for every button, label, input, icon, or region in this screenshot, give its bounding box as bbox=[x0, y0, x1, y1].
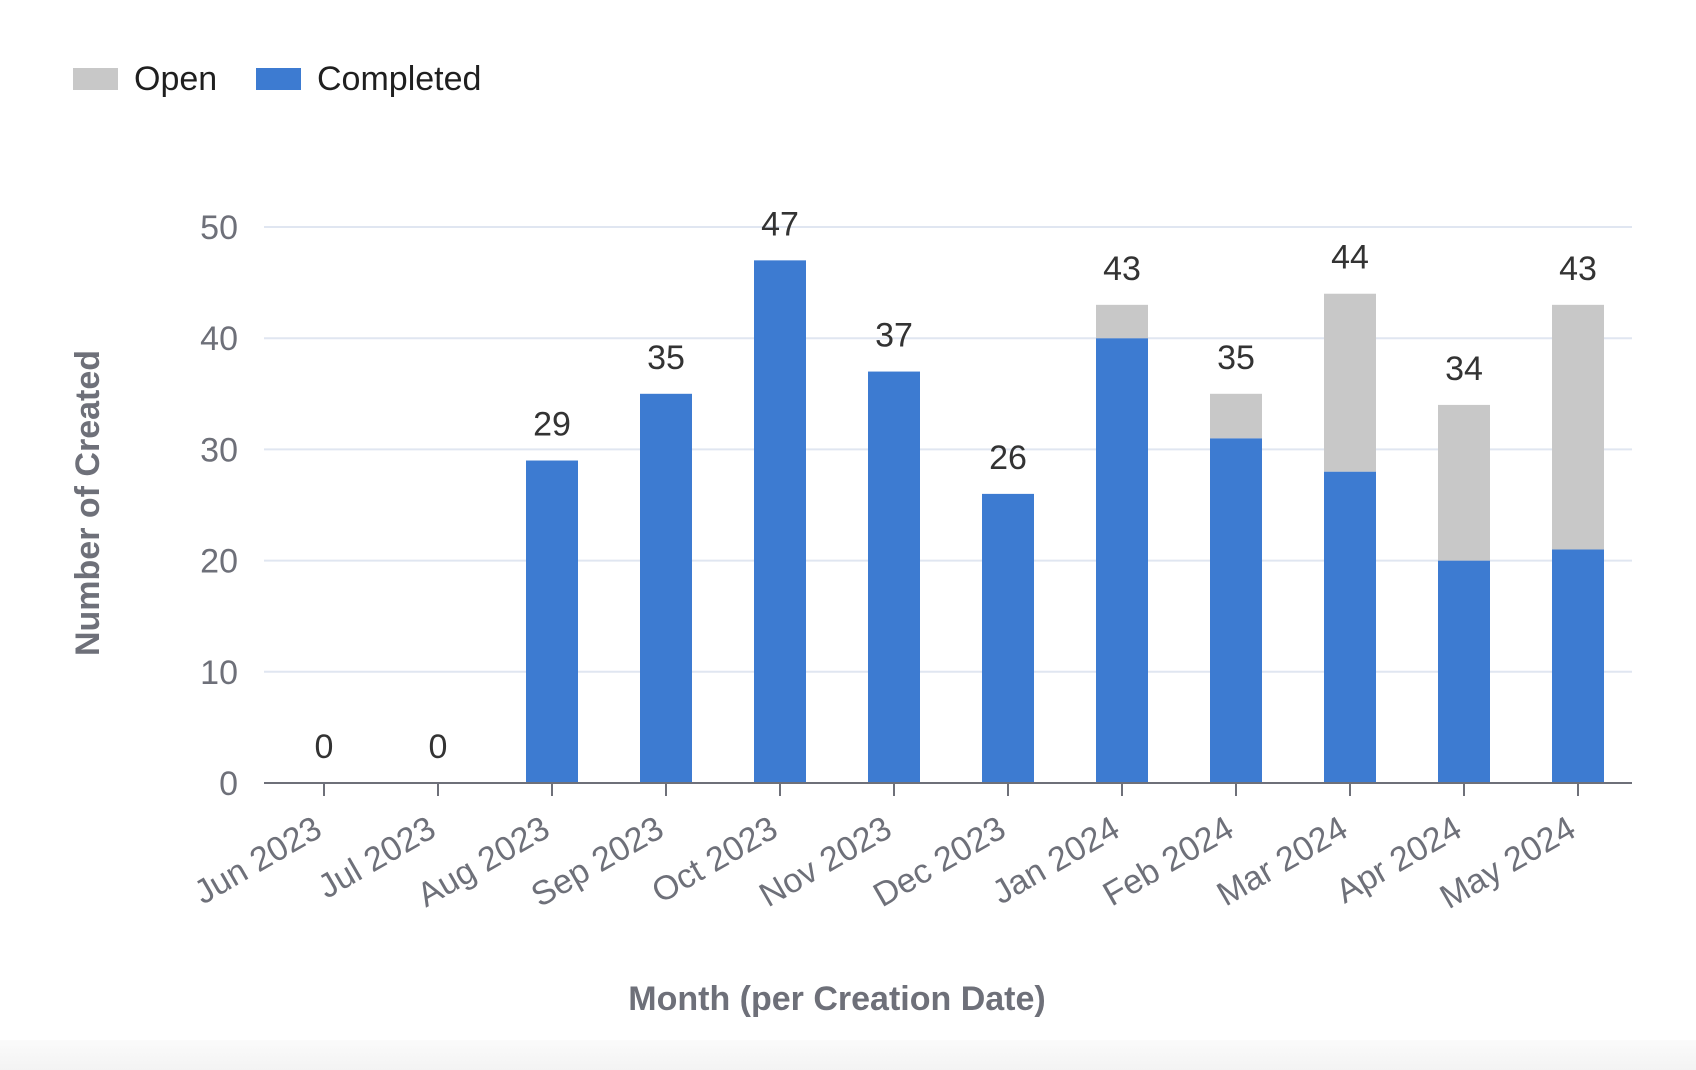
bar-open[interactable] bbox=[1324, 293, 1376, 472]
data-label: 47 bbox=[761, 205, 799, 243]
x-tick-label: Jun 2023 bbox=[188, 809, 328, 912]
y-tick-label: 0 bbox=[219, 765, 238, 803]
bar-completed[interactable] bbox=[868, 371, 920, 783]
data-label: 43 bbox=[1103, 250, 1141, 288]
bars bbox=[526, 260, 1604, 783]
legend-swatch-open bbox=[73, 68, 118, 90]
data-label: 35 bbox=[647, 339, 685, 377]
x-tick-label: Dec 2023 bbox=[867, 809, 1012, 915]
data-label: 26 bbox=[989, 439, 1027, 477]
bar-completed[interactable] bbox=[754, 260, 806, 783]
bar-open[interactable] bbox=[1096, 304, 1148, 339]
bar-completed[interactable] bbox=[1210, 438, 1262, 783]
bar-completed[interactable] bbox=[1324, 471, 1376, 783]
gridlines bbox=[264, 226, 1632, 673]
x-tick-label: Mar 2024 bbox=[1211, 809, 1354, 914]
data-label: 44 bbox=[1331, 239, 1369, 277]
data-label: 43 bbox=[1559, 250, 1597, 288]
y-tick-label: 20 bbox=[200, 543, 238, 581]
y-tick-label: 50 bbox=[200, 209, 238, 247]
bar-completed[interactable] bbox=[1438, 560, 1490, 783]
legend: Open Completed bbox=[73, 60, 481, 98]
y-tick-label: 40 bbox=[200, 320, 238, 358]
data-label: 34 bbox=[1445, 350, 1483, 388]
legend-swatch-completed bbox=[256, 68, 301, 90]
legend-label-open[interactable]: Open bbox=[134, 60, 217, 98]
data-label: 35 bbox=[1217, 339, 1255, 377]
legend-label-completed[interactable]: Completed bbox=[317, 60, 481, 98]
x-tick-label: Feb 2024 bbox=[1097, 809, 1240, 914]
y-tick-label: 30 bbox=[200, 431, 238, 469]
footer-strip bbox=[0, 1040, 1696, 1070]
bar-completed[interactable] bbox=[1096, 338, 1148, 783]
data-label: 29 bbox=[533, 406, 571, 444]
y-tick-label: 10 bbox=[200, 654, 238, 692]
data-label: 0 bbox=[315, 728, 334, 766]
bar-completed[interactable] bbox=[982, 493, 1034, 783]
y-axis-title: Number of Created bbox=[69, 350, 107, 656]
bar-completed[interactable] bbox=[526, 460, 578, 783]
data-labels: 0 0 29 35 47 37 26 43 35 44 34 43 bbox=[315, 205, 1597, 766]
x-axis-title: Month (per Creation Date) bbox=[628, 980, 1045, 1018]
bar-open[interactable] bbox=[1552, 304, 1604, 550]
bar-completed[interactable] bbox=[1552, 549, 1604, 783]
x-axis bbox=[264, 782, 1632, 796]
x-tick-label: Sep 2023 bbox=[525, 809, 670, 915]
bar-open[interactable] bbox=[1438, 404, 1490, 561]
y-axis-ticks: 0 10 20 30 40 50 bbox=[200, 209, 238, 803]
bar-open[interactable] bbox=[1210, 393, 1262, 439]
data-label: 37 bbox=[875, 317, 913, 355]
bar-completed[interactable] bbox=[640, 393, 692, 783]
data-label: 0 bbox=[429, 728, 448, 766]
